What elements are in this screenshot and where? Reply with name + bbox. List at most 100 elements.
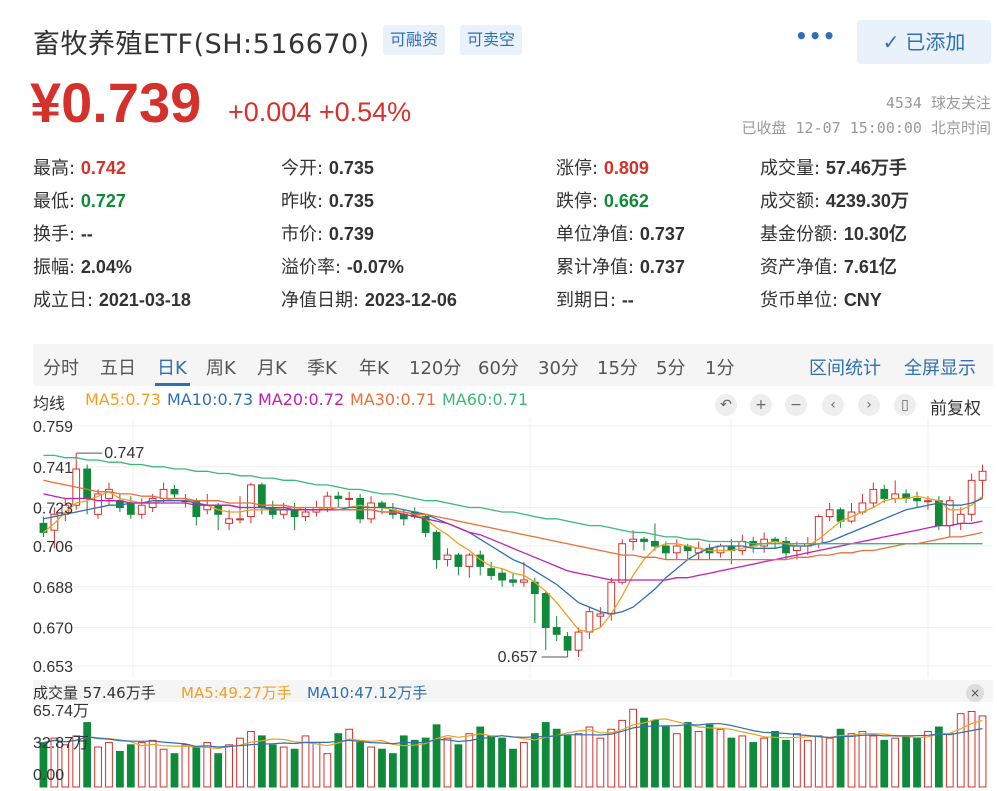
close-volume-icon[interactable]: × (966, 684, 984, 702)
volume-bar (651, 719, 659, 788)
volume-bar (203, 742, 212, 788)
volume-bar (94, 746, 102, 788)
y-tick-label: 0.670 (33, 621, 73, 638)
y-tick-label: 0.688 (33, 580, 73, 597)
quote-turnover: 换手: -- (33, 224, 93, 245)
candle-body (880, 488, 889, 499)
active-tab-indicator (155, 383, 190, 386)
tab-5min[interactable]: 5分 (656, 358, 686, 379)
fullscreen-link[interactable]: 全屏显示 (904, 358, 976, 379)
volume-bar (585, 726, 594, 788)
volume-bar (389, 753, 397, 788)
short-tag[interactable]: 可卖空 (460, 25, 523, 55)
volume-bar (694, 730, 703, 788)
quote-header: 畜牧养殖ETF(SH:516670) 可融资 可卖空 ••• ✓ 已添加 ¥0.7… (0, 0, 997, 150)
volume-bar (279, 746, 288, 788)
tab-30min[interactable]: 30分 (538, 358, 579, 379)
volume-y-tick: 32.87万 (33, 735, 89, 752)
candle-body (126, 502, 135, 515)
candle-body (869, 488, 878, 504)
price-change: +0.004 +0.54% (228, 97, 412, 127)
volume-bar (61, 744, 70, 788)
volume-ma5: MA5:49.27万手 (181, 684, 292, 702)
more-icon[interactable]: ••• (795, 24, 837, 48)
candle-body (891, 493, 900, 499)
zoom-out-icon[interactable]: − (785, 394, 807, 416)
volume-bar (323, 753, 332, 788)
quote-open: 今开: 0.735 (281, 158, 374, 179)
volume-bar (257, 735, 266, 788)
volume-label: 成交量 57.46万手 (33, 684, 156, 702)
candle-body (498, 572, 506, 581)
margin-tag[interactable]: 可融资 (383, 25, 446, 55)
followers-count[interactable]: 4534 球友关注 (885, 94, 991, 112)
low-annotation: 0.657 (498, 649, 538, 666)
volume-bar (858, 730, 867, 788)
tab-quarterly-k[interactable]: 季K (307, 358, 337, 379)
volume-bar (563, 735, 572, 788)
candle-settings-icon[interactable]: ▯ (894, 394, 916, 416)
tab-yearly-k[interactable]: 年K (359, 358, 389, 379)
volume-bar (956, 713, 965, 788)
added-watchlist-button[interactable]: ✓ 已添加 (857, 20, 991, 64)
ma30-line (43, 479, 983, 561)
volume-bar (192, 746, 201, 788)
volume-bar (159, 748, 168, 788)
candle-body (629, 538, 637, 542)
volume-bar (345, 728, 354, 788)
zoom-in-icon[interactable]: + (750, 394, 772, 416)
tab-1min[interactable]: 1分 (705, 358, 735, 379)
volume-chart[interactable]: 65.74万 32.87万 0.00 (33, 702, 993, 791)
volume-bar (312, 742, 321, 788)
candle-body (268, 507, 277, 515)
ma20-value: MA20:0.72 (258, 390, 345, 409)
added-label: 已添加 (905, 30, 966, 54)
tab-intraday[interactable]: 分时 (43, 358, 79, 379)
volume-bar (268, 744, 277, 788)
undo-icon[interactable]: ↶ (715, 394, 737, 416)
candle-body (247, 484, 255, 518)
adjust-mode-select[interactable]: 前复权 (930, 399, 981, 419)
chevron-left-icon[interactable]: ‹ (822, 394, 844, 416)
volume-bar (771, 730, 779, 788)
quote-details: 最高: 0.742 最低: 0.727 换手: -- 振幅: 2.04% 成立日… (33, 150, 993, 320)
volume-bar (509, 748, 517, 788)
quote-high: 最高: 0.742 (33, 158, 126, 179)
tab-daily-k[interactable]: 日K (157, 358, 187, 379)
volume-bar (421, 737, 430, 788)
candle-body (913, 497, 921, 502)
candle-body (225, 518, 233, 524)
volume-bar (39, 742, 48, 788)
ma5-value: MA5:0.73 (85, 390, 161, 409)
volume-bar (214, 753, 223, 788)
volume-bar (738, 735, 747, 788)
volume-ma10-line (43, 723, 983, 748)
tab-15min[interactable]: 15分 (597, 358, 638, 379)
candlestick-chart[interactable]: 0.759 0.741 0.723 0.706 0.688 0.670 0.653 0.747… (33, 418, 993, 678)
volume-bar (465, 733, 474, 788)
volume-y-tick: 65.74万 (33, 703, 89, 720)
range-stats-link[interactable]: 区间统计 (809, 358, 881, 379)
tab-five-day[interactable]: 五日 (100, 358, 136, 379)
volume-bar (978, 715, 987, 788)
tab-120min[interactable]: 120分 (409, 358, 462, 379)
volume-bar (782, 739, 790, 788)
tab-weekly-k[interactable]: 周K (206, 358, 236, 379)
tab-60min[interactable]: 60分 (478, 358, 519, 379)
volume-bar (432, 724, 441, 788)
candle-body (476, 554, 485, 567)
volume-bar (356, 742, 365, 788)
candle-body (159, 488, 168, 499)
candle-body (83, 468, 92, 499)
close-time: 已收盘 12-07 15:00:00 北京时间 (741, 119, 992, 137)
volume-bar (148, 739, 157, 788)
volume-bar (716, 728, 725, 788)
volume-bar (574, 733, 583, 788)
candle-body (465, 554, 474, 567)
candle-body (552, 627, 561, 635)
chevron-right-icon[interactable]: › (858, 394, 880, 416)
volume-bar (640, 717, 648, 788)
candle-body (421, 516, 430, 533)
ma-label: 均线 (33, 394, 66, 413)
tab-monthly-k[interactable]: 月K (257, 358, 287, 379)
